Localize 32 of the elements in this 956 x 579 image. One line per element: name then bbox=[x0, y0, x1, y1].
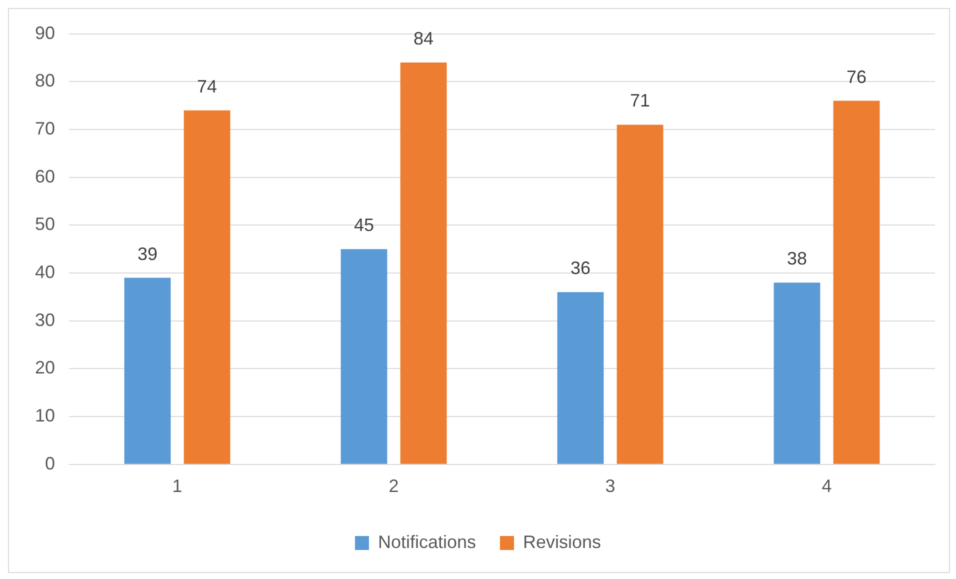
x-tick-label: 1 bbox=[172, 476, 182, 496]
x-tick-label: 4 bbox=[822, 476, 832, 496]
data-label: 74 bbox=[197, 76, 218, 96]
y-tick-label: 90 bbox=[34, 22, 56, 43]
data-label: 39 bbox=[137, 244, 158, 264]
data-label: 71 bbox=[630, 90, 650, 111]
data-label: 45 bbox=[354, 215, 374, 236]
y-tick-label: 70 bbox=[34, 118, 56, 138]
bar bbox=[774, 282, 820, 464]
y-tick-label: 20 bbox=[34, 358, 56, 378]
y-tick-label: 60 bbox=[34, 166, 56, 186]
bar bbox=[400, 62, 447, 464]
bar bbox=[184, 110, 230, 464]
bar bbox=[340, 249, 388, 464]
bar bbox=[557, 292, 604, 464]
legend-label: Revisions bbox=[523, 532, 602, 552]
data-label: 38 bbox=[786, 248, 807, 269]
y-tick-label: 40 bbox=[34, 262, 56, 282]
data-label: 76 bbox=[846, 66, 867, 87]
bar bbox=[833, 100, 880, 464]
bar bbox=[616, 124, 664, 464]
y-tick-label: 50 bbox=[34, 214, 56, 234]
data-label: 36 bbox=[570, 258, 591, 278]
bar bbox=[124, 278, 171, 464]
y-tick-label: 80 bbox=[34, 70, 56, 91]
y-tick-label: 0 bbox=[45, 453, 56, 474]
y-tick-label: 30 bbox=[34, 310, 56, 330]
x-tick-label: 2 bbox=[388, 476, 399, 496]
y-tick-label: 10 bbox=[34, 406, 56, 426]
legend-label: Notifications bbox=[378, 532, 476, 552]
data-label: 84 bbox=[414, 28, 434, 48]
x-tick-label: 3 bbox=[605, 476, 616, 496]
